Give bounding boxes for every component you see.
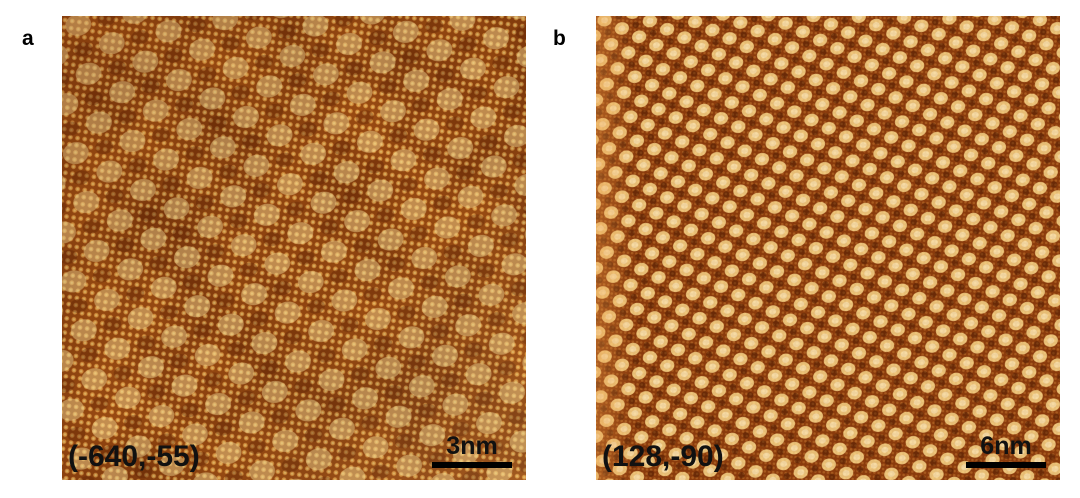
panel-b-scale-bar: 6nm (966, 434, 1046, 468)
panel-a-coordinates: (-640,-55) (68, 440, 200, 473)
stm-image-panel-b: (128,-90) 6nm (596, 16, 1060, 480)
panel-b-letter: b (553, 27, 566, 50)
panel-a-scale-bar-label: 3nm (446, 432, 498, 460)
panel-b-coordinates: (128,-90) (602, 440, 724, 473)
stm-image-panel-a: (-640,-55) 3nm (62, 16, 526, 480)
panel-b-scale-bar-label: 6nm (980, 432, 1032, 460)
panel-a-scale-bar-line (432, 462, 512, 468)
panel-b-scale-bar-line (966, 462, 1046, 468)
stm-topography-image-b (596, 16, 1060, 480)
panel-a-scale-bar: 3nm (432, 434, 512, 468)
panel-a-letter: a (22, 27, 34, 50)
stm-topography-image-a (62, 16, 526, 480)
